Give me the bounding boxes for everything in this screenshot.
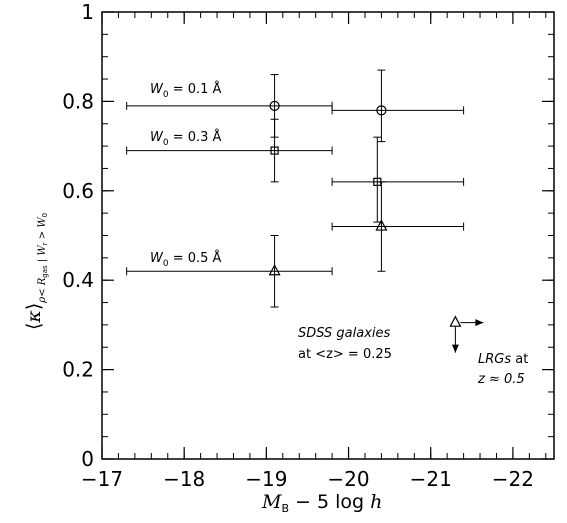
y-tick-label: 0.8 bbox=[62, 89, 94, 113]
x-tick-label: −20 bbox=[327, 467, 369, 491]
annotation-sdss-line2: at <z> = 0.25 bbox=[298, 347, 392, 362]
marker-triangle bbox=[268, 263, 281, 276]
x-tick-label: −18 bbox=[163, 467, 205, 491]
tick-labels: −17 −18 −19 −20 −21 −22 0 0.2 0.4 0.6 0.8 1 bbox=[62, 0, 534, 491]
y-tick-label: 0.4 bbox=[62, 268, 94, 292]
series-square bbox=[126, 118, 465, 223]
series-layer bbox=[126, 69, 465, 308]
y-tick-label: 1 bbox=[81, 0, 94, 24]
y-tick-label: 0.6 bbox=[62, 179, 94, 203]
annotation-w0-0.1: W0 = 0.1 Å bbox=[150, 81, 222, 100]
limit-marker-triangle bbox=[449, 315, 462, 327]
x-tick-label: −22 bbox=[492, 467, 534, 491]
data-point bbox=[331, 136, 465, 223]
plot-frame bbox=[101, 11, 555, 460]
annotation-lrg-line1: LRGs at bbox=[478, 352, 528, 367]
marker-circle bbox=[376, 105, 387, 116]
annotation-lrg-line2: z ≈ 0.5 bbox=[477, 372, 525, 387]
y-axis-label: ⟨κ⟩ρ< Rgas | Wr > W0 bbox=[23, 213, 49, 330]
limit-arrowhead-right bbox=[475, 319, 484, 327]
data-point bbox=[331, 69, 465, 143]
annotation-w0-0.3: W0 = 0.3 Å bbox=[150, 129, 222, 148]
data-point bbox=[126, 235, 333, 308]
ticks bbox=[101, 11, 554, 460]
annotation-w0-0.5: W0 = 0.5 Å bbox=[150, 250, 222, 269]
series-triangle bbox=[126, 181, 465, 308]
data-point bbox=[126, 118, 333, 183]
y-tick-label: 0.2 bbox=[62, 358, 94, 382]
marker-square bbox=[270, 146, 279, 155]
marker-circle bbox=[269, 100, 280, 111]
svg-text:⟨κ⟩ρ< Rgas | Wr > W0: ⟨κ⟩ρ< Rgas | Wr > W0 bbox=[23, 213, 49, 330]
limit-marker bbox=[449, 315, 484, 353]
limit-arrowhead-down bbox=[451, 344, 459, 353]
data-point bbox=[331, 181, 465, 272]
x-tick-label: −17 bbox=[81, 467, 123, 491]
annotation-sdss-line1: SDSS galaxies bbox=[298, 326, 391, 341]
x-tick-label: −19 bbox=[245, 467, 287, 491]
x-tick-label: −21 bbox=[410, 467, 452, 491]
y-tick-label: 0 bbox=[81, 447, 94, 471]
marker-triangle bbox=[375, 219, 388, 231]
series-circle bbox=[126, 69, 465, 143]
x-axis-label: MB − 5 log h bbox=[261, 491, 382, 515]
